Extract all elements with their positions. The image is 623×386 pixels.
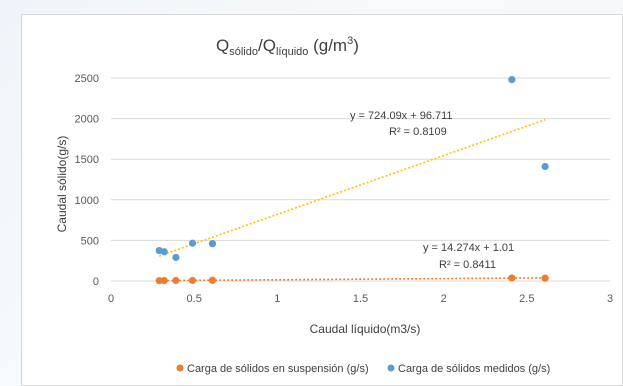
data-point-series-1-1 [160, 248, 168, 256]
data-point-series-1-4 [208, 240, 217, 248]
x-tick-label-0.5: 0.5 [187, 293, 202, 305]
data-point-series-1-2 [172, 253, 180, 262]
x-tick-label-1.5: 1.5 [353, 293, 368, 305]
trendline-r2-suspension: R² = 0.8411 [439, 259, 496, 271]
y-tick-label-1500: 1500 [75, 154, 99, 166]
data-point-series-0-0 [155, 277, 163, 285]
trendlines [158, 118, 546, 282]
y-tick-labels: 0 500 1000 1500 2000 2500 [75, 73, 99, 288]
data-points [155, 76, 549, 285]
x-axis-title: Caudal líquido(m3/s) [310, 322, 421, 336]
y-axis-title: Caudal sólido(g/s) [55, 136, 69, 233]
y-tick-label-2500: 2500 [75, 73, 99, 85]
x-tick-label-3: 3 [607, 293, 613, 305]
data-point-series-1-6 [541, 162, 549, 171]
legend-label-medidos: Carga de sólidos medidos (g/s) [398, 363, 550, 375]
legend-label-suspension: Carga de sólidos en suspensión (g/s) [187, 363, 369, 375]
trendline-r2-medidos: R² = 0.8109 [389, 126, 447, 138]
legend-marker-suspension [176, 364, 184, 372]
data-point-series-0-1 [160, 276, 168, 285]
trendline-equation-suspension: y = 14.274x + 1.01 [423, 242, 514, 254]
x-tick-label-2: 2 [441, 293, 447, 305]
y-tick-label-0: 0 [93, 276, 99, 288]
data-point-series-0-3 [188, 276, 197, 285]
x-tick-label-2.5: 2.5 [519, 293, 534, 305]
x-tick-labels: 0 0.5 1 1.5 2 2.5 3 [108, 293, 613, 305]
data-point-series-0-6 [541, 274, 549, 282]
y-tick-label-500: 500 [81, 235, 99, 247]
x-tick-label-1: 1 [274, 293, 280, 305]
gridlines [111, 77, 610, 282]
data-point-series-0-2 [172, 276, 180, 285]
legend: Carga de sólidos en suspensión (g/s) Car… [176, 363, 550, 375]
y-tick-label-1000: 1000 [75, 195, 99, 207]
chart-title: Qsólido/Qlíquido (g/m3) [216, 35, 359, 58]
y-tick-label-2000: 2000 [75, 114, 99, 126]
data-point-series-0-4 [208, 276, 217, 284]
trendline-series-0 [159, 277, 546, 282]
trendline-series-1 [158, 118, 546, 257]
data-point-series-0-5 [508, 274, 516, 282]
trendline-equation-medidos: y = 724.09x + 96.711 [350, 110, 453, 122]
data-point-series-1-5 [508, 76, 516, 84]
x-tick-label-0: 0 [108, 293, 114, 305]
data-point-series-1-3 [188, 239, 197, 247]
legend-marker-medidos [387, 364, 395, 372]
